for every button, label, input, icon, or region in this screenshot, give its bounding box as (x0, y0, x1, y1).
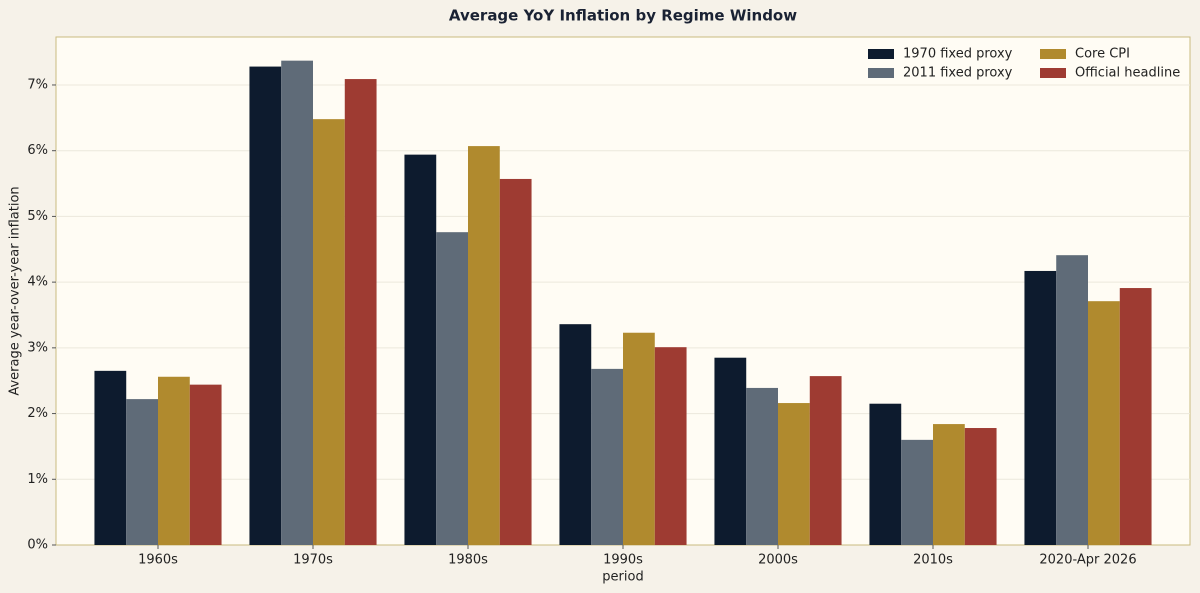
x-tick-label: 1990s (603, 553, 643, 568)
y-tick-label: 3% (27, 340, 48, 355)
y-tick-label: 2% (27, 406, 48, 421)
legend-swatch (1040, 49, 1066, 59)
legend-label: 1970 fixed proxy (903, 47, 1013, 62)
bar (189, 384, 222, 545)
bar (404, 154, 437, 545)
bar (809, 376, 842, 545)
bar (1119, 288, 1152, 545)
x-tick-label: 1970s (293, 553, 333, 568)
x-tick-label: 2000s (758, 553, 798, 568)
bar (654, 347, 687, 545)
y-tick-label: 7% (27, 77, 48, 92)
bar (714, 357, 747, 545)
y-tick-label: 5% (27, 209, 48, 224)
bar (746, 387, 778, 545)
legend-swatch (868, 68, 894, 78)
x-axis-label: period (602, 570, 643, 585)
bar (778, 403, 810, 545)
legend-label: Official headline (1075, 66, 1180, 81)
chart-title: Average YoY Inflation by Regime Window (449, 7, 797, 25)
bar (1088, 301, 1120, 545)
bar (313, 119, 345, 546)
bar (436, 232, 468, 545)
bar (281, 60, 313, 545)
bar (468, 146, 500, 545)
y-tick-label: 4% (27, 275, 48, 290)
legend-swatch (1040, 68, 1066, 78)
x-tick-label: 2020-Apr 2026 (1039, 553, 1136, 568)
y-tick-label: 6% (27, 143, 48, 158)
bar (1024, 270, 1057, 545)
x-tick-label: 1960s (138, 553, 178, 568)
bar (344, 79, 377, 545)
bar (933, 424, 965, 545)
legend-label: Core CPI (1075, 47, 1130, 62)
bar (158, 376, 190, 545)
bar (94, 370, 127, 545)
y-axis-label: Average year-over-year inflation (8, 186, 23, 395)
bar (499, 178, 532, 545)
legend-swatch (868, 49, 894, 59)
bar (126, 399, 158, 545)
bar (249, 66, 282, 545)
bar (559, 324, 592, 545)
bar (1056, 255, 1088, 545)
bar (901, 439, 933, 545)
bar (869, 403, 902, 545)
x-tick-label: 1980s (448, 553, 488, 568)
bar (623, 332, 655, 545)
bar (964, 428, 997, 545)
legend-label: 2011 fixed proxy (903, 66, 1013, 81)
y-tick-label: 1% (27, 472, 48, 487)
bar (591, 368, 623, 545)
x-tick-label: 2010s (913, 553, 953, 568)
y-tick-label: 0% (27, 538, 48, 553)
